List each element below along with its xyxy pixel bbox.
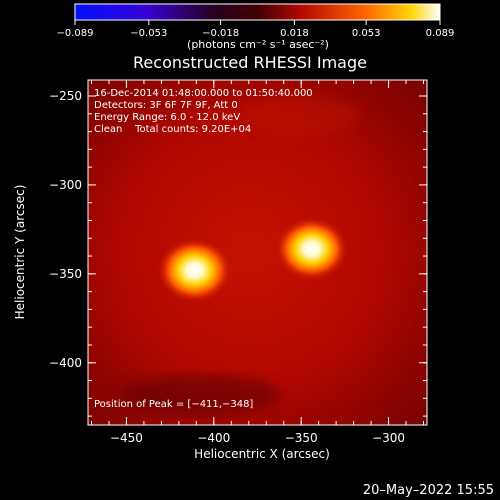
colorbar <box>74 3 441 21</box>
colorbar-tick-label: −0.018 <box>202 28 239 39</box>
x-axis-label: Heliocentric X (arcsec) <box>194 447 330 461</box>
annotation-block: 16-Dec-2014 01:48:00.000 to 01:50:40.000… <box>94 88 313 135</box>
annotation-time: 16-Dec-2014 01:48:00.000 to 01:50:40.000 <box>94 88 313 99</box>
colorbar-tick-label: 0.018 <box>280 28 309 39</box>
colorbar-ticks: −0.089 −0.053 −0.018 0.018 0.053 0.089 <box>56 20 454 39</box>
y-tick-label: −400 <box>49 356 82 370</box>
x-tick-label: −300 <box>372 431 405 445</box>
x-axis-ticks: −450 −400 −350 −300 <box>90 80 425 445</box>
x-tick-label: −400 <box>197 431 230 445</box>
footer-date: 20–May–2022 15:55 <box>363 483 494 498</box>
colorbar-tick-label: −0.053 <box>130 28 167 39</box>
y-axis-label: Heliocentric Y (arcsec) <box>13 185 27 320</box>
source-2 <box>275 217 348 281</box>
x-tick-label: −450 <box>110 431 143 445</box>
heatmap-image <box>88 80 427 425</box>
chart-title: Reconstructed RHESSI Image <box>133 53 367 72</box>
x-tick-label: −350 <box>285 431 318 445</box>
annotation-detectors: Detectors: 3F 6F 7F 9F, Att 0 <box>94 100 238 111</box>
colorbar-label: (photons cm⁻² s⁻¹ asec⁻²) <box>187 38 329 51</box>
y-axis-ticks: −250 −300 −350 −400 <box>49 89 427 417</box>
annotation-counts: Clean Total counts: 9.20E+04 <box>94 124 251 135</box>
colorbar-tick-label: 0.053 <box>352 28 381 39</box>
y-tick-label: −250 <box>49 89 82 103</box>
y-tick-label: −300 <box>49 178 82 192</box>
annotation-energy: Energy Range: 6.0 - 12.0 keV <box>94 112 240 123</box>
peak-position-label: Position of Peak = [−411,−348] <box>94 399 253 410</box>
y-tick-label: −350 <box>49 267 82 281</box>
colorbar-tick-label: 0.089 <box>426 28 455 39</box>
colorbar-tick-label: −0.089 <box>56 28 93 39</box>
plot-frame <box>87 79 428 426</box>
source-1 <box>157 238 232 303</box>
